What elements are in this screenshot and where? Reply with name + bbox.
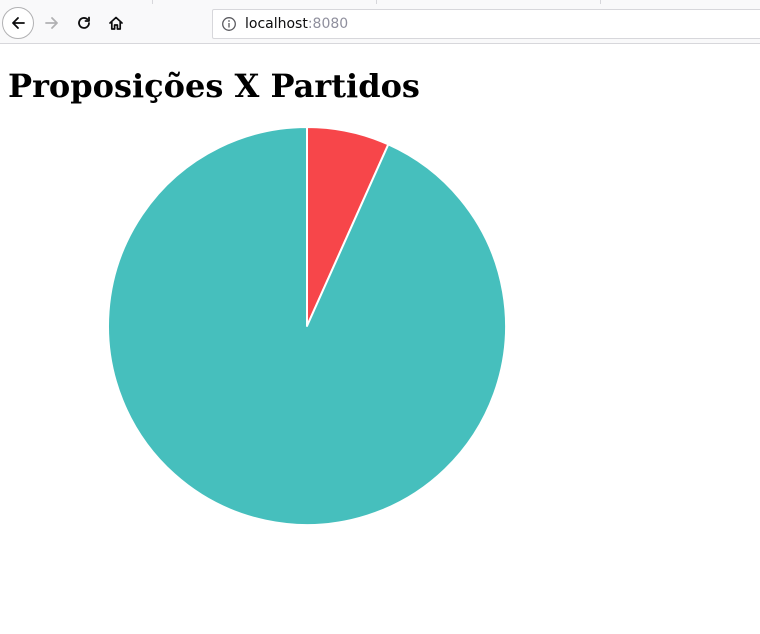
url-bar[interactable]: localhost:8080: [212, 9, 760, 39]
reload-icon: [78, 16, 90, 29]
home-button[interactable]: [100, 7, 132, 39]
page-content: Proposições X Partidos: [0, 44, 760, 634]
tab-strip: [0, 0, 760, 4]
back-button[interactable]: [2, 7, 34, 39]
pie-slice-2[interactable]: [107, 126, 507, 526]
url-host: localhost: [245, 16, 308, 32]
forward-arrow-icon: [45, 17, 58, 29]
info-icon: [222, 17, 236, 31]
reload-button[interactable]: [68, 7, 100, 39]
forward-button[interactable]: [36, 7, 68, 39]
page-title: Proposições X Partidos: [8, 67, 420, 105]
back-arrow-icon: [12, 17, 25, 29]
url-port: :8080: [307, 16, 349, 32]
browser-toolbar: localhost:8080: [0, 0, 760, 44]
site-info-button[interactable]: [221, 16, 237, 32]
home-icon: [109, 16, 123, 30]
pie-chart: [107, 126, 507, 526]
